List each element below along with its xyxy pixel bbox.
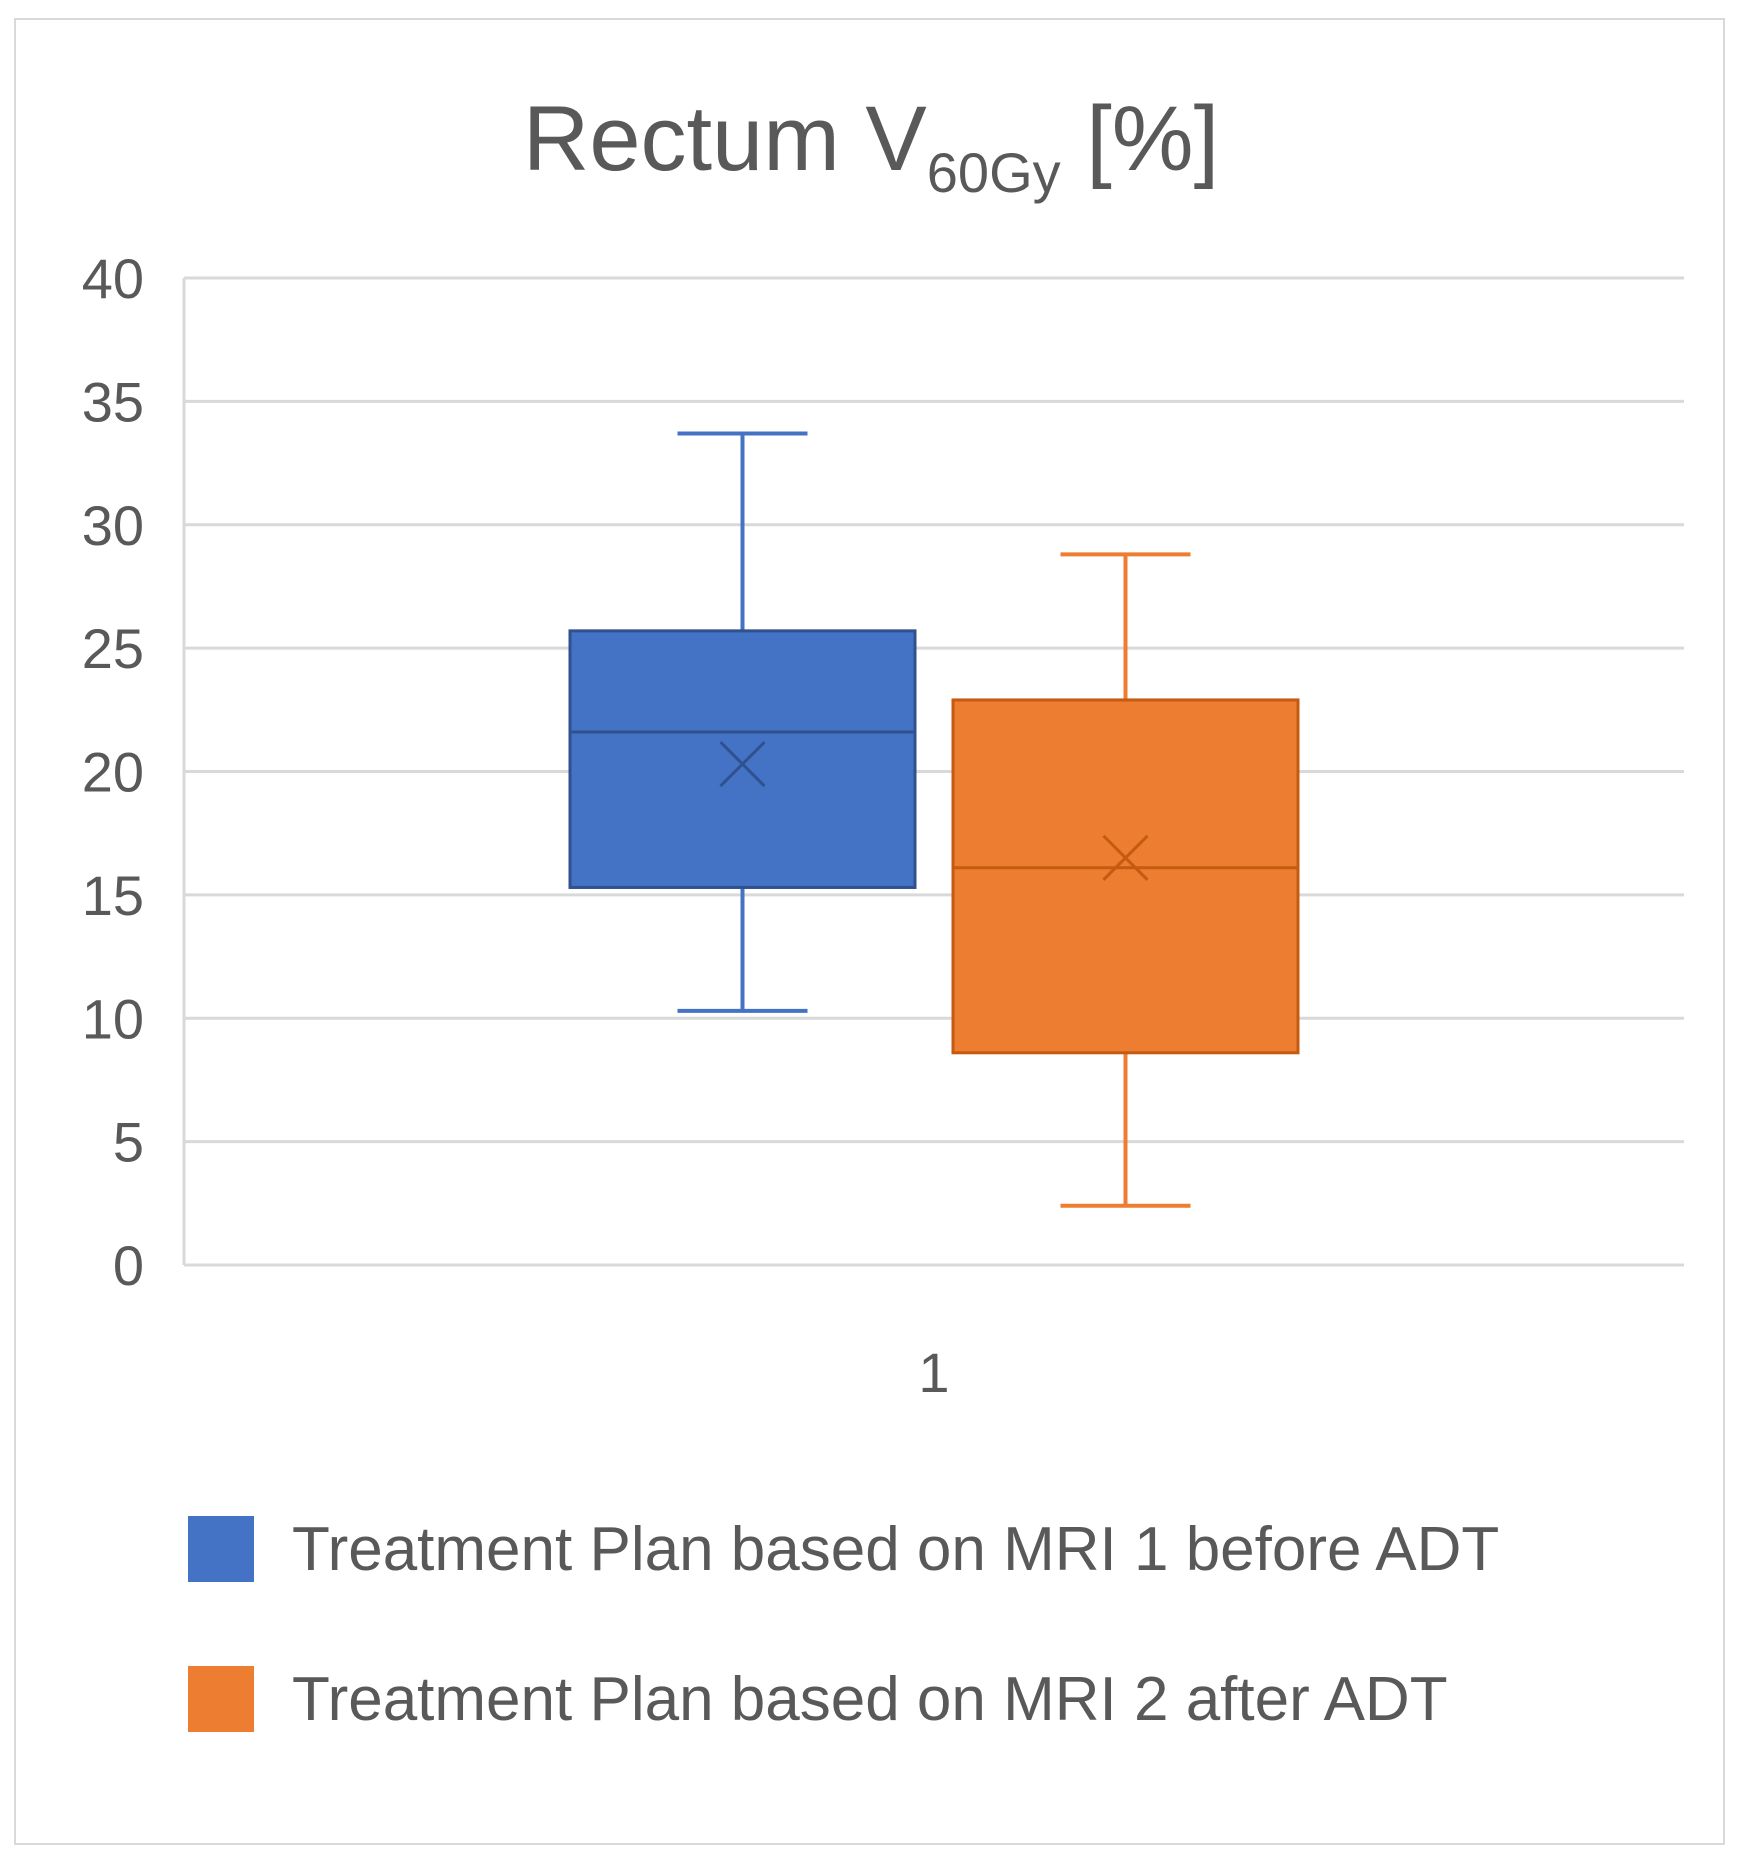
chart-title-suffix: [%] (1061, 88, 1219, 190)
y-tick-label-35: 35 (82, 370, 144, 433)
y-tick-label-25: 25 (82, 617, 144, 680)
mean-marker-b (719, 741, 766, 788)
x-tick-label-1: 1 (918, 1341, 949, 1404)
y-axis: 0 5 10 15 20 25 30 35 40 (82, 247, 144, 1297)
y-tick-label-10: 10 (82, 987, 144, 1050)
legend-item-mri1: Treatment Plan based on MRI 1 before ADT (188, 1514, 1500, 1584)
y-tick-label-40: 40 (82, 247, 144, 310)
y-tick-label-0: 0 (113, 1234, 144, 1297)
box-body (568, 629, 917, 889)
box-series-2 (951, 552, 1300, 1208)
y-tick-label-5: 5 (113, 1111, 144, 1174)
box-series-1 (568, 431, 917, 1013)
x-axis: 1 (918, 1341, 949, 1404)
legend-swatch-mri1 (188, 1516, 254, 1582)
box-plot-chart: Rectum V60Gy [%] 0 5 10 15 20 25 30 35 40 1 (82, 88, 1684, 1404)
chart-title: Rectum V60Gy [%] (523, 88, 1219, 204)
legend-swatch-mri2 (188, 1666, 254, 1732)
chart-frame: Rectum V60Gy [%] 0 5 10 15 20 25 30 35 40 1 Trea… (14, 18, 1725, 1845)
box-body (951, 698, 1300, 1055)
chart-title-main: Rectum V (523, 88, 927, 190)
gridlines (182, 276, 1684, 1267)
y-tick-label-15: 15 (82, 864, 144, 927)
mean-marker-b (1102, 834, 1149, 881)
legend-label-mri2: Treatment Plan based on MRI 2 after ADT (292, 1664, 1448, 1734)
legend-item-mri2: Treatment Plan based on MRI 2 after ADT (188, 1664, 1499, 1734)
y-tick-label-30: 30 (82, 494, 144, 557)
legend-label-mri1: Treatment Plan based on MRI 1 before ADT (292, 1514, 1500, 1584)
chart-title-subscript: 60Gy (927, 141, 1061, 204)
legend: Treatment Plan based on MRI 1 before ADT… (188, 1515, 1499, 1815)
y-tick-label-20: 20 (82, 741, 144, 804)
boxes (568, 431, 1300, 1208)
